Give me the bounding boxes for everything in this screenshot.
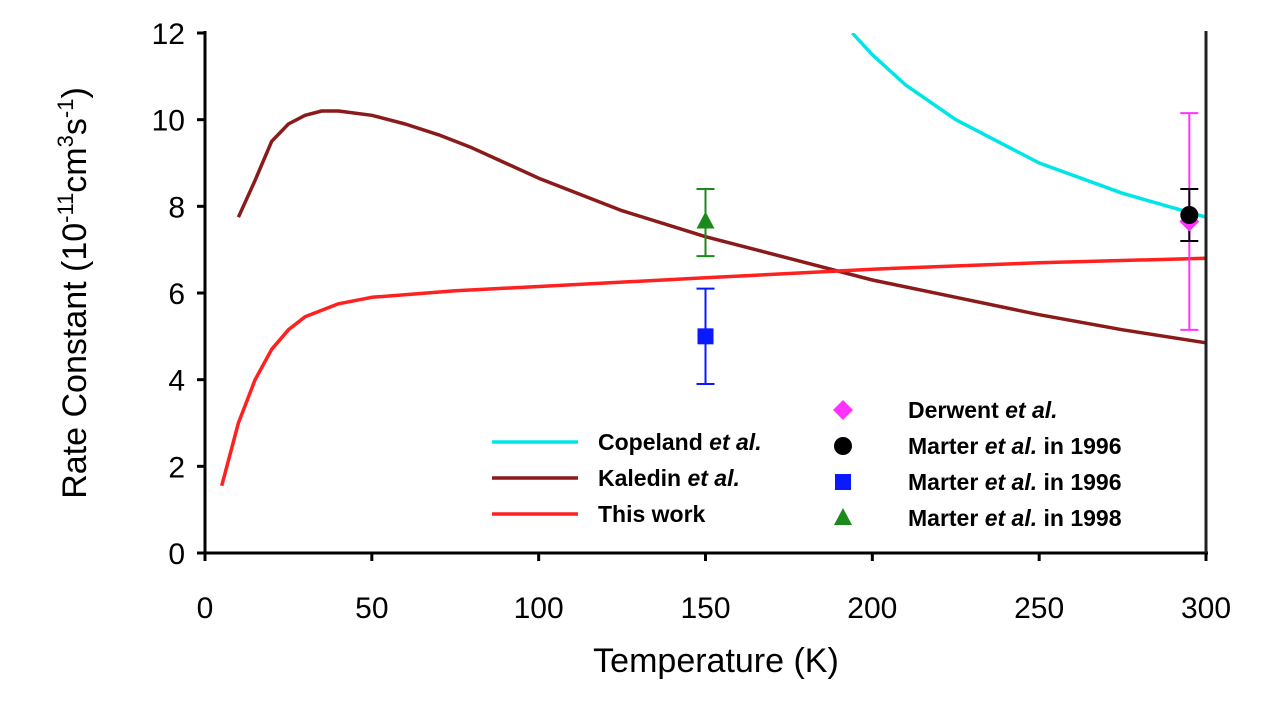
y-tick-label: 12 — [152, 18, 185, 51]
marker-square — [697, 328, 714, 345]
y-tick-label: 6 — [168, 278, 185, 311]
x-tick-label: 0 — [197, 592, 214, 625]
x-tick-label: 250 — [1014, 592, 1064, 625]
series-line-kaledin-et-al- — [236, 109, 1207, 345]
marker-square — [835, 474, 851, 490]
x-tick-label: 200 — [847, 592, 897, 625]
legend-label-part: et al. — [687, 465, 739, 491]
legend-label-part: Marter — [908, 433, 985, 459]
y-axis-label: Rate Constant (10-11cm3s-1) — [53, 87, 94, 499]
legend-label-part: Marter — [908, 469, 985, 495]
legend-label-part: in 1996 — [1037, 433, 1121, 459]
legend-label-part: et al. — [1005, 397, 1057, 423]
marker-triangle — [834, 508, 852, 525]
legend-label: Derwent et al. — [908, 397, 1058, 423]
legend-label-part: Copeland — [598, 429, 709, 455]
series-line-this-work — [220, 256, 1207, 487]
legend-label-part: et al. — [985, 433, 1037, 459]
legend-label: Marter et al. in 1996 — [908, 433, 1122, 459]
legend-label-part: et al. — [985, 505, 1037, 531]
legend: Copeland et al.Kaledin et al.This workDe… — [492, 397, 1122, 531]
y-tick-label: 0 — [168, 538, 185, 571]
legend-label-part: This work — [598, 501, 706, 527]
x-axis-label: Temperature (K) — [593, 642, 839, 680]
x-tick-label: 300 — [1181, 592, 1231, 625]
x-tick-label: 100 — [514, 592, 564, 625]
marker-diamond — [833, 400, 853, 420]
legend-label-part: in 1998 — [1037, 505, 1122, 531]
legend-label: Marter et al. in 1998 — [908, 505, 1122, 531]
series-line-copeland-et-al- — [851, 33, 1207, 219]
marker-circle — [834, 437, 852, 455]
marker-triangle — [696, 211, 715, 229]
y-tick-label: 8 — [168, 191, 185, 224]
legend-label-part: Derwent — [908, 397, 1005, 423]
legend-label: Kaledin et al. — [598, 465, 740, 491]
legend-label: Marter et al. in 1996 — [908, 469, 1122, 495]
legend-label: Copeland et al. — [598, 429, 762, 455]
y-tick-label: 2 — [168, 451, 185, 484]
marker-circle — [1180, 206, 1199, 224]
legend-label-part: Marter — [908, 505, 985, 531]
x-tick-label: 150 — [680, 592, 730, 625]
x-tick-label: 50 — [355, 592, 388, 625]
legend-label-part: Kaledin — [598, 465, 687, 491]
legend-label: This work — [598, 501, 706, 527]
legend-label-part: et al. — [709, 429, 761, 455]
y-tick-label: 10 — [152, 105, 185, 138]
y-tick-label: 4 — [168, 365, 185, 398]
legend-label-part: et al. — [985, 469, 1037, 495]
legend-label-part: in 1996 — [1037, 469, 1121, 495]
